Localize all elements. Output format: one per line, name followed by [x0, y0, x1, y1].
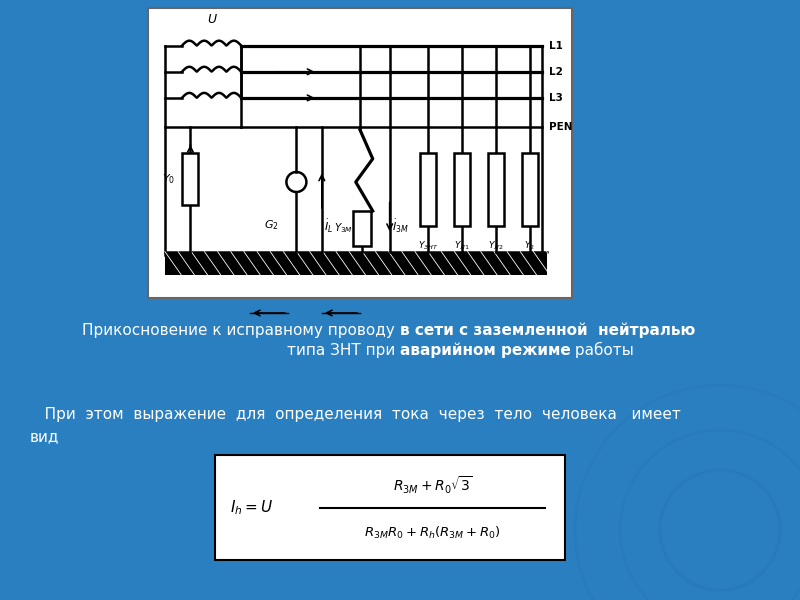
Bar: [148, 8, 572, 298]
Text: $G_2$: $G_2$: [263, 218, 278, 232]
Text: Прикосновение к исправному проводу: Прикосновение к исправному проводу: [82, 323, 400, 337]
Text: вид: вид: [30, 430, 59, 445]
Text: $Y_{Л2}$: $Y_{Л2}$: [488, 240, 503, 253]
Bar: [215, 455, 565, 560]
Text: $\dot{I}_L$: $\dot{I}_L$: [324, 218, 333, 235]
Bar: [488, 153, 504, 226]
Text: $Y_2$: $Y_2$: [524, 240, 535, 253]
Text: $R_{3M} + R_0\sqrt{3}$: $R_{3M} + R_0\sqrt{3}$: [393, 475, 473, 496]
Text: аварийном режиме: аварийном режиме: [400, 342, 570, 358]
Text: $Y_0$: $Y_0$: [162, 172, 175, 186]
Text: $R_{3M}R_0 + R_h(R_{3M}+R_0)$: $R_{3M}R_0 + R_h(R_{3M}+R_0)$: [364, 524, 501, 541]
Text: $Y_{Л1}$: $Y_{Л1}$: [454, 240, 470, 253]
Text: PEN: PEN: [549, 122, 572, 132]
Text: L3: L3: [549, 93, 562, 103]
Text: в сети с заземленной  нейтралью: в сети с заземленной нейтралью: [400, 322, 695, 338]
Text: $Y_{ЗНТ}$: $Y_{ЗНТ}$: [418, 240, 438, 253]
Bar: [454, 153, 470, 226]
Bar: [182, 153, 198, 205]
Text: типа ЗНТ при: типа ЗНТ при: [287, 343, 400, 358]
Text: $I_h = U$: $I_h = U$: [230, 498, 274, 517]
Text: $\dot{I}_{3M}$: $\dot{I}_{3M}$: [392, 218, 409, 235]
Text: работы: работы: [570, 342, 634, 358]
Bar: [165, 251, 546, 275]
Text: L2: L2: [549, 67, 562, 77]
Bar: [522, 153, 538, 226]
Text: L1: L1: [549, 41, 562, 51]
Bar: [353, 211, 371, 246]
Text: U: U: [207, 13, 216, 26]
Text: $Y_{3M}$: $Y_{3M}$: [334, 221, 353, 235]
Text: При  этом  выражение  для  определения  тока  через  тело  человека   имеет: При этом выражение для определения тока …: [30, 407, 681, 422]
Bar: [420, 153, 436, 226]
